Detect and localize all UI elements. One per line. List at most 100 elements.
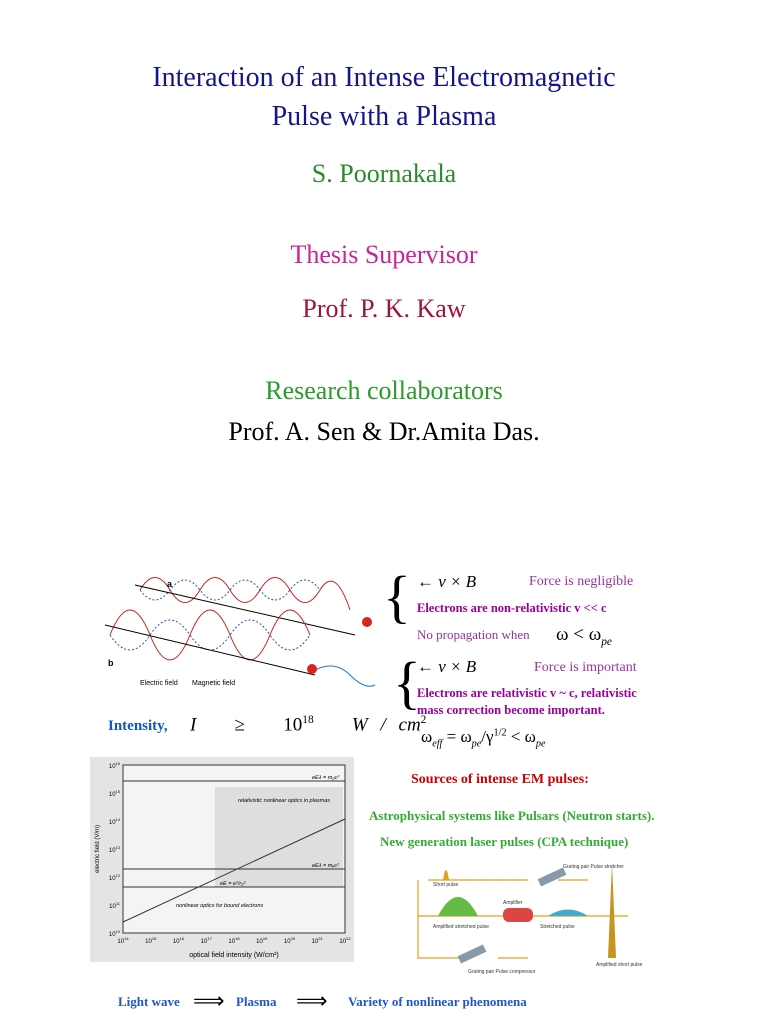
x-tick-label: 1020 bbox=[284, 936, 296, 945]
panel-label: a bbox=[167, 579, 173, 589]
tick-exponent: 21 bbox=[318, 936, 323, 941]
pulse bbox=[608, 863, 616, 958]
electron-note: Electrons are relativistic v ~ c, relati… bbox=[417, 686, 637, 700]
relation: ≥ bbox=[234, 714, 246, 736]
field-intensity-line bbox=[122, 818, 346, 923]
title-line: Pulse with a Plasma bbox=[271, 101, 497, 132]
wave-figure: a b Electric field Magnetic field bbox=[104, 577, 376, 687]
y-tick-label: 1012 bbox=[109, 873, 121, 882]
cpa-label: Stretched pulse bbox=[540, 924, 575, 930]
tick-exponent: 19 bbox=[263, 936, 268, 941]
sources-title: Sources of intense EM pulses: bbox=[411, 772, 589, 787]
axis bbox=[134, 584, 356, 636]
tick-exponent: 18 bbox=[235, 936, 240, 941]
flow-arrow: ⟹ bbox=[193, 988, 225, 1013]
electron-note: mass correction become important. bbox=[417, 703, 605, 717]
propagation-note: No propagation when bbox=[417, 627, 530, 642]
y-tick-label: 1013 bbox=[109, 845, 121, 854]
tick-base: 10 bbox=[173, 939, 180, 945]
chart-annotation: eEλ = mₑc² bbox=[312, 863, 339, 869]
source-item: Astrophysical systems like Pulsars (Neut… bbox=[369, 808, 655, 823]
lorentz-term: ← v × B bbox=[417, 657, 477, 676]
x-tick-label: 1015 bbox=[145, 936, 157, 945]
tick-exponent: 15 bbox=[152, 936, 157, 941]
tick-exponent: 11 bbox=[116, 901, 121, 906]
cpa-label: Short pulse bbox=[433, 882, 459, 888]
subscript: eff bbox=[432, 738, 443, 750]
chart-annotation: eEλ = m₀c² bbox=[312, 775, 339, 781]
tick-base: 10 bbox=[312, 939, 319, 945]
cpa-label: Grating pair Pulse stretcher bbox=[563, 864, 624, 870]
chart-annotation: eE = e²/r₀² bbox=[220, 881, 246, 887]
electron bbox=[362, 617, 372, 627]
panel-label: b bbox=[108, 658, 114, 668]
y-tick-label: 1011 bbox=[109, 901, 121, 910]
symbol: I bbox=[190, 714, 197, 736]
pulse bbox=[438, 897, 478, 916]
field-label: Magnetic field bbox=[192, 680, 235, 687]
tick-exponent: 12 bbox=[116, 873, 121, 878]
flow-item: Variety of nonlinear phenomena bbox=[348, 994, 527, 1009]
omega: ω bbox=[421, 727, 433, 746]
tick-exponent: 17 bbox=[207, 936, 212, 941]
y-tick-label: 1016 bbox=[109, 761, 121, 770]
tick-base: 10 bbox=[109, 792, 116, 798]
lorentz-term: ← v × B bbox=[417, 572, 477, 591]
y-tick-label: 1014 bbox=[109, 817, 121, 826]
grating bbox=[457, 944, 487, 964]
x-tick-label: 1022 bbox=[339, 936, 351, 945]
title-line: Interaction of an Intense Electromagneti… bbox=[152, 62, 616, 93]
tick-base: 10 bbox=[109, 876, 116, 882]
exponent: 2 bbox=[420, 714, 427, 726]
cpa-label: Grating pair Pulse compressor bbox=[468, 969, 536, 975]
intensity-label: Intensity, bbox=[108, 718, 168, 734]
tick-base: 10 bbox=[256, 939, 263, 945]
scanned-chart: 1016101510141013101210111010101410151016… bbox=[90, 757, 354, 962]
cutoff-condition: ω < ωpe bbox=[556, 625, 612, 648]
superscript: 1/2 bbox=[493, 727, 507, 739]
tick-base: 10 bbox=[339, 939, 346, 945]
effective-frequency: ωeff = ωpe/γ1/2 < ωpe bbox=[421, 728, 545, 750]
y-tick-label: 1010 bbox=[109, 929, 121, 938]
source-item: New generation laser pulses (CPA techniq… bbox=[380, 834, 629, 849]
tick-base: 10 bbox=[109, 904, 116, 910]
tick-exponent: 13 bbox=[116, 845, 121, 850]
magnetic-wave bbox=[139, 579, 321, 601]
tick-base: 10 bbox=[117, 939, 124, 945]
cpa-label: Amplified short pulse bbox=[596, 962, 643, 968]
tick-exponent: 14 bbox=[124, 936, 129, 941]
grating bbox=[537, 867, 567, 887]
tick-base: 10 bbox=[109, 820, 116, 826]
chart-annotation: nonlinear optics for bound electrons bbox=[176, 903, 263, 909]
tick-exponent: 14 bbox=[116, 817, 121, 822]
tick-exponent: 22 bbox=[346, 936, 351, 941]
subscript: pe bbox=[601, 635, 612, 648]
cpa-label: Amplified stretched pulse bbox=[433, 924, 489, 930]
tick-exponent: 10 bbox=[116, 929, 121, 934]
equation-part: /γ bbox=[481, 727, 494, 746]
x-tick-label: 1014 bbox=[117, 936, 129, 945]
x-tick-label: 1019 bbox=[256, 936, 268, 945]
omega: ω < ω bbox=[556, 624, 602, 645]
tick-exponent: 16 bbox=[116, 761, 121, 766]
axis bbox=[104, 624, 316, 676]
chart-annotation: relativistic nonlinear optics in plasmas bbox=[238, 798, 330, 804]
equation-part: < ω bbox=[506, 727, 536, 746]
electric-wave bbox=[109, 609, 311, 661]
y-axis-label: electric field (V/m) bbox=[95, 825, 101, 873]
x-axis-label: optical field intensity (W/cm²) bbox=[189, 952, 278, 959]
x-tick-label: 1021 bbox=[312, 936, 324, 945]
tick-base: 10 bbox=[109, 848, 116, 854]
tick-exponent: 15 bbox=[116, 789, 121, 794]
tick-base: 10 bbox=[228, 939, 235, 945]
field-label: Electric field bbox=[140, 680, 178, 687]
magnetic-wave bbox=[109, 619, 311, 651]
collaborators: Prof. A. Sen & Dr.Amita Das. bbox=[228, 417, 540, 446]
supervisor-label: Thesis Supervisor bbox=[290, 240, 478, 269]
tick-base: 10 bbox=[201, 939, 208, 945]
pulse bbox=[548, 909, 588, 916]
flow-arrow: ⟹ bbox=[296, 988, 328, 1013]
equation-part: = ω bbox=[442, 727, 472, 746]
